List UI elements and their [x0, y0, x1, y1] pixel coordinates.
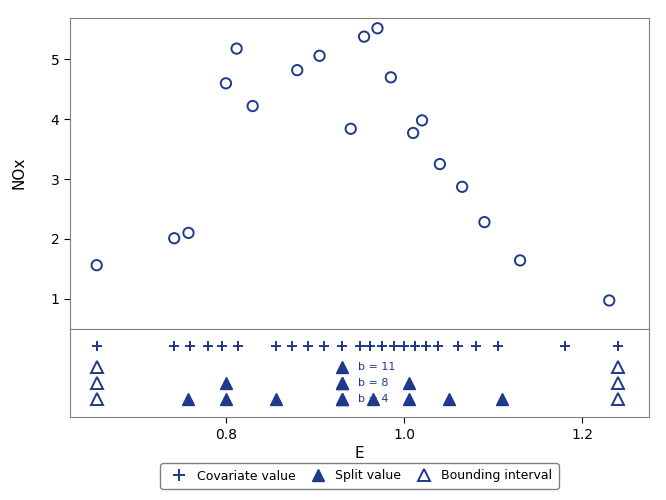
- Point: [408, 129, 418, 137]
- Point: [292, 66, 302, 74]
- Legend: Covariate value, Split value, Bounding interval: Covariate value, Split value, Bounding i…: [161, 463, 559, 489]
- Text: b = 8: b = 8: [358, 378, 388, 388]
- Point: [479, 218, 490, 226]
- Point: [346, 125, 356, 133]
- X-axis label: E: E: [355, 446, 364, 461]
- Text: b = 4: b = 4: [358, 394, 388, 404]
- Y-axis label: NOx: NOx: [11, 157, 27, 189]
- Point: [220, 80, 231, 88]
- Point: [604, 296, 615, 304]
- Point: [231, 44, 242, 52]
- Point: [515, 256, 525, 264]
- Point: [91, 261, 102, 269]
- Point: [169, 234, 180, 242]
- Point: [359, 32, 370, 40]
- Point: [417, 116, 428, 124]
- Point: [247, 102, 258, 110]
- Point: [372, 24, 383, 32]
- Text: b = 11: b = 11: [358, 362, 395, 372]
- Point: [386, 74, 396, 82]
- Point: [314, 52, 325, 60]
- Point: [457, 183, 468, 191]
- Point: [183, 229, 194, 237]
- Point: [434, 160, 445, 168]
